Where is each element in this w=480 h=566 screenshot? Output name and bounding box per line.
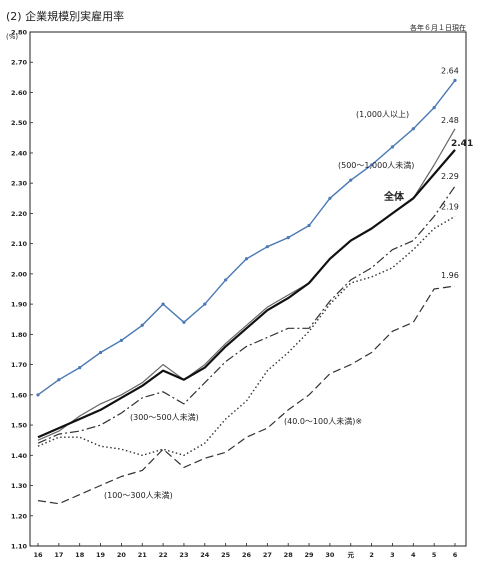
series-point-0 [119,338,123,342]
series-point-0 [78,366,82,370]
series-line-0 [37,79,456,396]
y-tick-label: 2.80 [11,29,28,37]
series-point-0 [307,223,311,228]
x-tick-label: 20 [117,551,127,559]
series-annotation: 全体 [383,190,405,203]
series-point-0 [140,323,144,327]
plot-frame [29,31,467,547]
series-annotation: (300～500人未満) [130,412,199,422]
x-tick-label: 18 [75,551,85,559]
series-line-1 [37,128,456,441]
series-point-0 [328,196,332,200]
series-point-0 [98,350,103,355]
x-tick-label: 19 [96,551,106,559]
y-tick-label: 2.20 [11,210,28,218]
series-annotation: (500～1,000人未満) [338,160,414,170]
x-tick-label: 23 [179,551,188,559]
x-tick-label: 24 [200,551,210,559]
y-tick-label: 2.60 [11,89,28,97]
series-point-0 [286,236,290,240]
x-tick-label: 16 [33,551,43,559]
x-tick-label: 25 [221,551,231,559]
x-tick-label: 17 [54,551,63,559]
x-tick-label: 27 [263,551,272,559]
series-point-0 [432,105,436,110]
series-line-3 [37,185,456,444]
y-tick-label: 2.00 [11,270,28,278]
y-tick-label: 1.10 [11,543,28,551]
x-tick-label: 5 [432,551,437,559]
y-tick-label: 1.50 [11,422,28,430]
series-annotation: (40.0～100人未満)※ [284,416,362,426]
y-tick-label: 1.70 [11,361,28,369]
x-tick-label: 2 [369,551,374,559]
series-point-0 [224,278,228,282]
series-annotation: (1,000人以上) [356,110,409,119]
x-tick-label: 6 [453,551,458,559]
series-point-0 [182,320,186,324]
series-point-0 [161,302,165,306]
end-value-label: 2.64 [441,66,459,75]
end-value-label: 1.96 [441,271,459,280]
y-tick-label: 1.60 [11,391,28,399]
x-tick-label: 元 [348,551,355,559]
y-tick-label: 2.50 [11,119,28,127]
x-tick-label: 4 [411,551,416,559]
end-value-label: 2.19 [441,202,459,211]
x-tick-label: 3 [390,551,395,559]
series-line-4 [37,285,456,505]
x-tick-label: 22 [159,551,168,559]
y-tick-label: 2.30 [11,180,28,188]
series-point-0 [36,393,40,397]
series-point-0 [244,257,249,261]
series-point-0 [390,145,395,149]
series-line-5 [37,215,456,456]
y-tick-label: 2.40 [11,149,28,157]
x-tick-label: 30 [325,551,335,559]
end-value-label: 2.29 [441,172,459,181]
x-tick-label: 29 [305,551,315,559]
x-tick-label: 21 [138,551,148,559]
series-annotation: (100～300人未満) [104,490,173,500]
y-axis-unit: (%) [6,33,18,41]
end-value-label: 2.41 [451,139,473,149]
y-tick-label: 2.10 [11,240,28,248]
series-point-0 [411,127,415,131]
series-line-2 [37,149,456,439]
y-tick-label: 1.40 [11,452,28,460]
series-point-0 [349,178,353,182]
y-tick-label: 2.70 [11,59,28,67]
series-point-0 [370,163,374,167]
end-value-label: 2.48 [441,116,459,125]
series-point-0 [453,78,457,82]
y-tick-label: 1.20 [11,512,28,520]
x-tick-label: 28 [284,551,294,559]
x-tick-label: 26 [242,551,252,559]
y-tick-label: 1.30 [11,482,28,490]
plot-area: 1.10 1.20 1.30 1.40 1.50 1.60 1.70 1.80 1.90 2.00… [11,29,473,560]
y-tick-label: 1.90 [11,301,28,309]
date-note: 各年６月１日現在 [410,23,466,32]
chart-title: (2) 企業規模別実雇用率 [6,9,124,23]
series-point-0 [265,245,269,249]
series-point-0 [57,378,61,382]
y-tick-label: 1.80 [11,331,28,339]
series-point-0 [203,302,207,306]
